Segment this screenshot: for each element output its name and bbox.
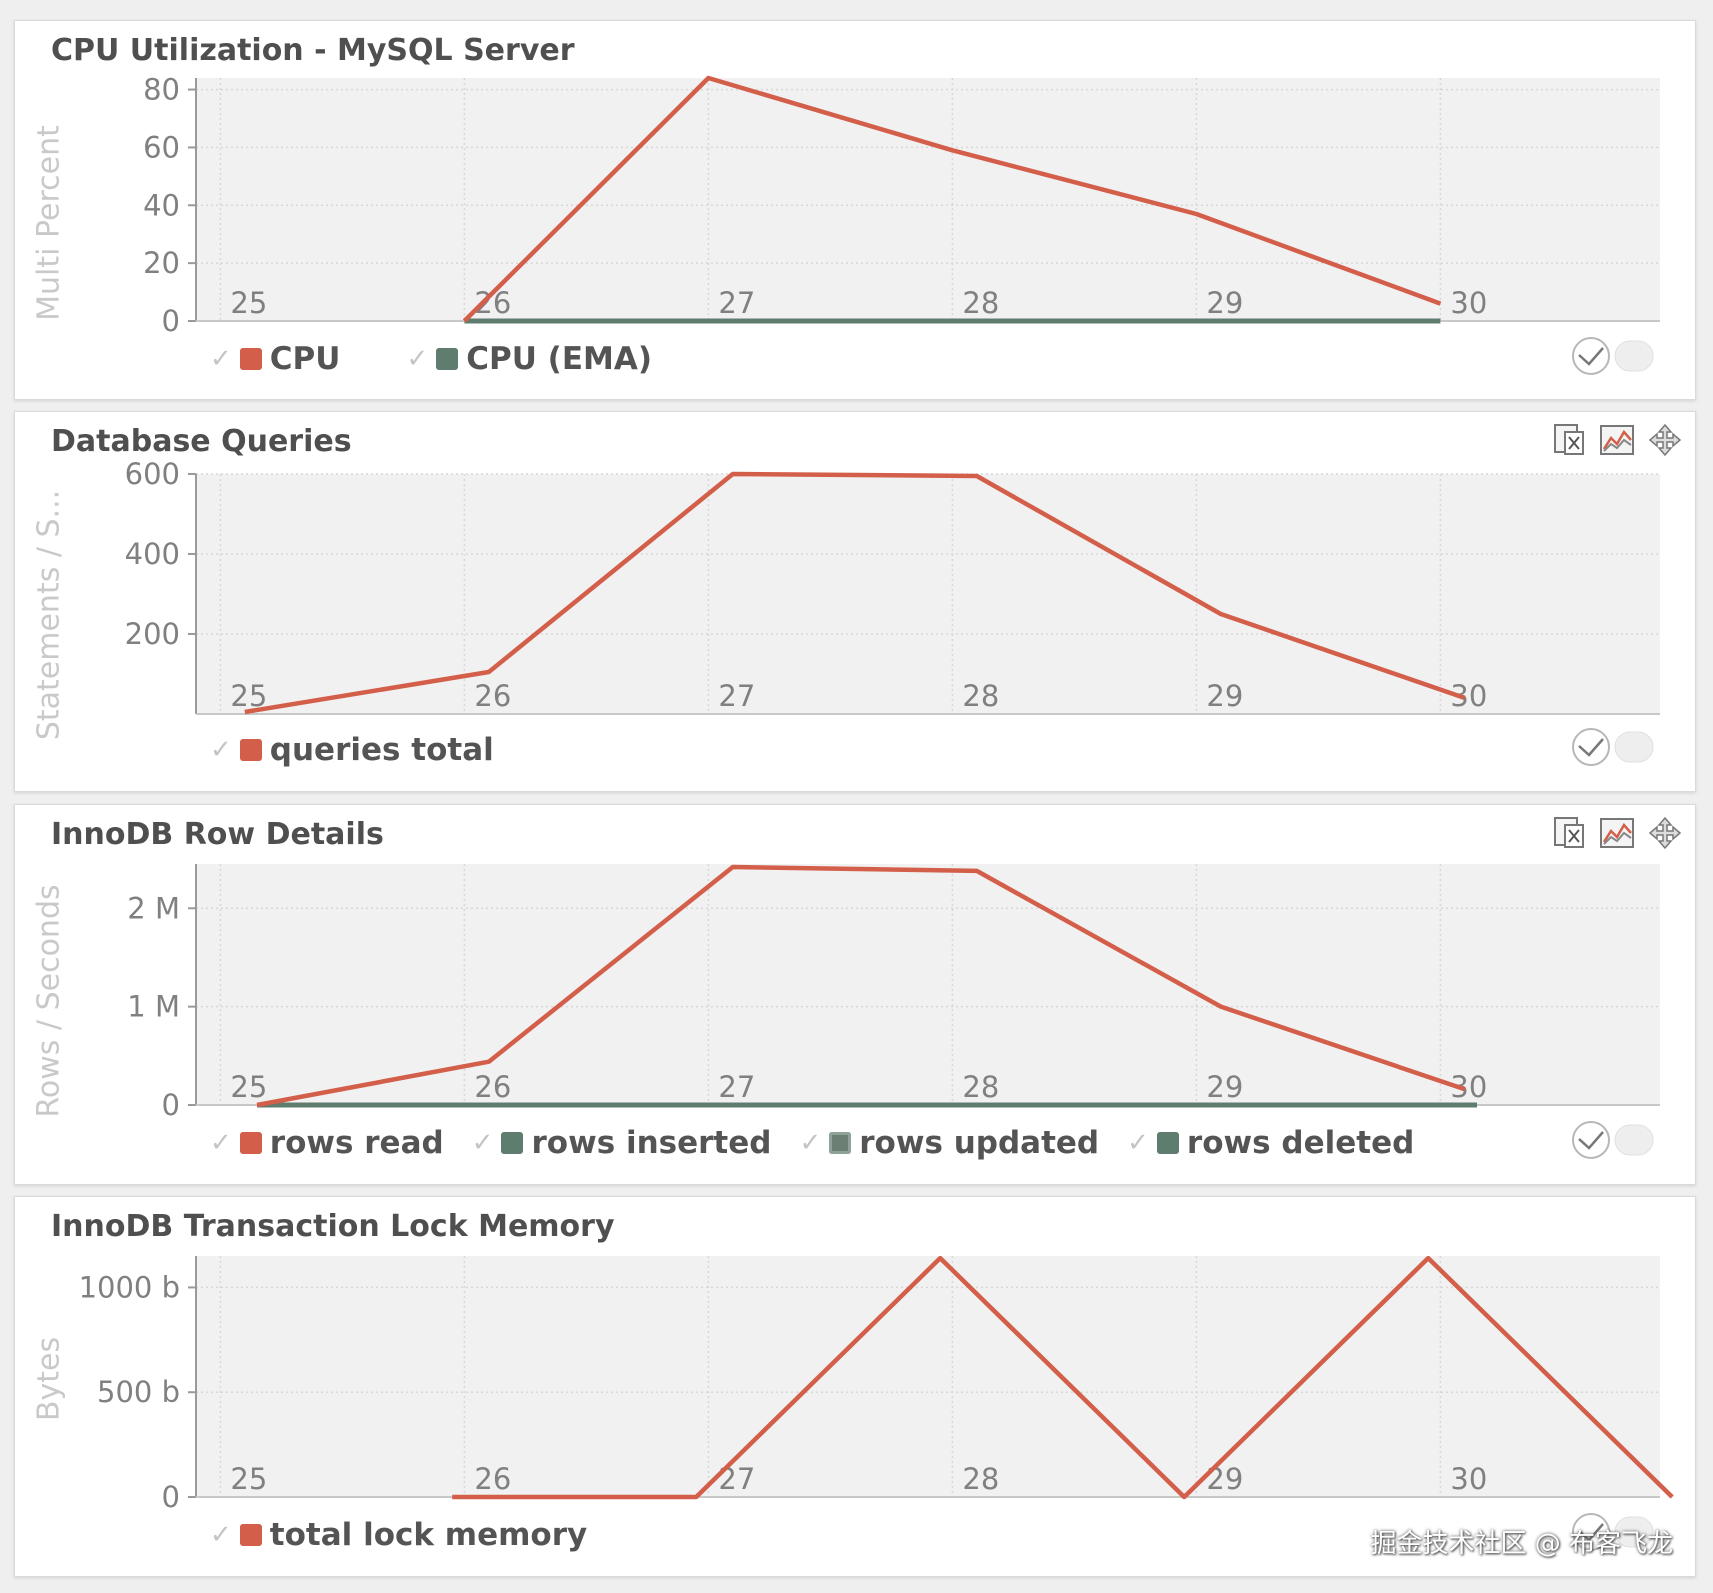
x-tick-label: 26 [474, 1462, 511, 1496]
legend: ✓ rows read ✓ rows inserted ✓ rows updat… [210, 1125, 1414, 1161]
excel-export-icon[interactable] [1551, 815, 1587, 851]
chart-icon[interactable] [1599, 815, 1635, 851]
panel-title: Database Queries [51, 424, 352, 459]
x-tick-label: 29 [1206, 286, 1243, 320]
x-tick-label: 25 [230, 1070, 267, 1104]
toggle-icon[interactable] [1569, 728, 1657, 766]
check-icon: ✓ [799, 1128, 822, 1158]
y-tick-label: 2 M [127, 891, 180, 925]
chart-icon[interactable] [1599, 422, 1635, 458]
toggle-icon[interactable] [1569, 1121, 1657, 1159]
legend-label: CPU (EMA) [466, 341, 653, 377]
legend-swatch [501, 1132, 524, 1154]
y-tick-label: 600 [125, 457, 180, 491]
legend-swatch [239, 1524, 262, 1546]
legend: ✓ CPU ✓ CPU (EMA) [210, 341, 652, 377]
x-tick-label: 27 [718, 286, 755, 320]
x-tick-label: 30 [1450, 286, 1487, 320]
x-tick-label: 28 [962, 1462, 999, 1496]
legend-item-queries-total[interactable]: ✓ queries total [210, 732, 494, 768]
series-line-rows-read [256, 864, 1466, 1108]
x-tick-label: 26 [474, 679, 511, 713]
check-icon: ✓ [210, 1128, 232, 1158]
panel-title: CPU Utilization - MySQL Server [51, 33, 575, 68]
series-line-queries-total [244, 471, 1466, 715]
x-tick-label: 29 [1206, 1070, 1243, 1104]
legend-item-rows-inserted[interactable]: ✓ rows inserted [472, 1125, 772, 1161]
y-tick-label: 1000 b [79, 1270, 180, 1304]
legend-label: rows deleted [1186, 1125, 1415, 1161]
legend-label: CPU [269, 341, 341, 377]
move-icon[interactable] [1647, 422, 1683, 458]
excel-export-icon[interactable] [1551, 422, 1587, 458]
plot-area [196, 78, 1660, 321]
x-tick-label: 26 [474, 1070, 511, 1104]
series-line-cpu [462, 75, 1442, 323]
x-tick-label: 29 [1206, 679, 1243, 713]
legend-swatch [436, 348, 459, 370]
check-icon: ✓ [210, 344, 232, 374]
plot-area [196, 474, 1660, 714]
legend: ✓ queries total [210, 732, 494, 768]
move-icon[interactable] [1647, 815, 1683, 851]
x-tick-label: 30 [1450, 1462, 1487, 1496]
x-tick-label: 27 [718, 679, 755, 713]
check-icon: ✓ [406, 344, 429, 374]
toggle-icon[interactable] [1569, 337, 1657, 375]
legend-label: rows updated [859, 1125, 1100, 1161]
watermark: 掘金技术社区 @ 布客飞龙 [1370, 1529, 1673, 1559]
y-tick-label: 500 b [97, 1375, 180, 1409]
y-tick-label: 40 [143, 188, 180, 222]
toggle-icon[interactable] [1569, 1513, 1657, 1551]
x-tick-label: 28 [962, 286, 999, 320]
x-tick-label: 28 [962, 679, 999, 713]
panel-title: InnoDB Transaction Lock Memory [51, 1209, 615, 1244]
legend-label: rows inserted [531, 1125, 772, 1161]
legend-item-cpu[interactable]: ✓ CPU [210, 341, 340, 377]
y-tick-label: 400 [125, 537, 180, 571]
panel-title: InnoDB Row Details [51, 817, 384, 852]
x-tick-label: 27 [718, 1070, 755, 1104]
plot-area [196, 1256, 1660, 1497]
panel-toolbar [1551, 815, 1683, 851]
y-tick-label: 20 [143, 246, 180, 280]
legend-item-rows-deleted[interactable]: ✓ rows deleted [1127, 1125, 1414, 1161]
legend: ✓ total lock memory [210, 1517, 587, 1553]
legend-item-total-lock-memory[interactable]: ✓ total lock memory [210, 1517, 587, 1553]
x-tick-label: 25 [230, 286, 267, 320]
check-icon: ✓ [210, 1520, 232, 1550]
y-tick-label: 0 [162, 1088, 180, 1122]
legend-swatch [829, 1132, 852, 1154]
y-tick-label: 80 [143, 73, 180, 107]
legend-item-cpu-ema[interactable]: ✓ CPU (EMA) [406, 341, 652, 377]
y-tick-label: 60 [143, 130, 180, 164]
legend-swatch [239, 739, 262, 761]
x-tick-label: 28 [962, 1070, 999, 1104]
legend-swatch [239, 1132, 262, 1154]
y-tick-label: 0 [162, 1480, 180, 1514]
y-tick-label: 1 M [127, 990, 180, 1024]
legend-label: total lock memory [269, 1517, 588, 1553]
y-tick-label: 200 [125, 617, 180, 651]
series-line-total-lock-memory [452, 1255, 1674, 1500]
panel-toolbar [1551, 422, 1683, 458]
legend-swatch [1156, 1132, 1179, 1154]
legend-label: queries total [269, 732, 494, 768]
check-icon: ✓ [471, 1128, 494, 1158]
legend-swatch [239, 348, 262, 370]
x-tick-label: 25 [230, 1462, 267, 1496]
legend-item-rows-read[interactable]: ✓ rows read [210, 1125, 444, 1161]
y-tick-label: 0 [162, 304, 180, 338]
legend-label: rows read [269, 1125, 444, 1161]
check-icon: ✓ [1127, 1128, 1149, 1158]
check-icon: ✓ [210, 735, 232, 765]
legend-item-rows-updated[interactable]: ✓ rows updated [799, 1125, 1099, 1161]
plot-area [196, 864, 1660, 1105]
